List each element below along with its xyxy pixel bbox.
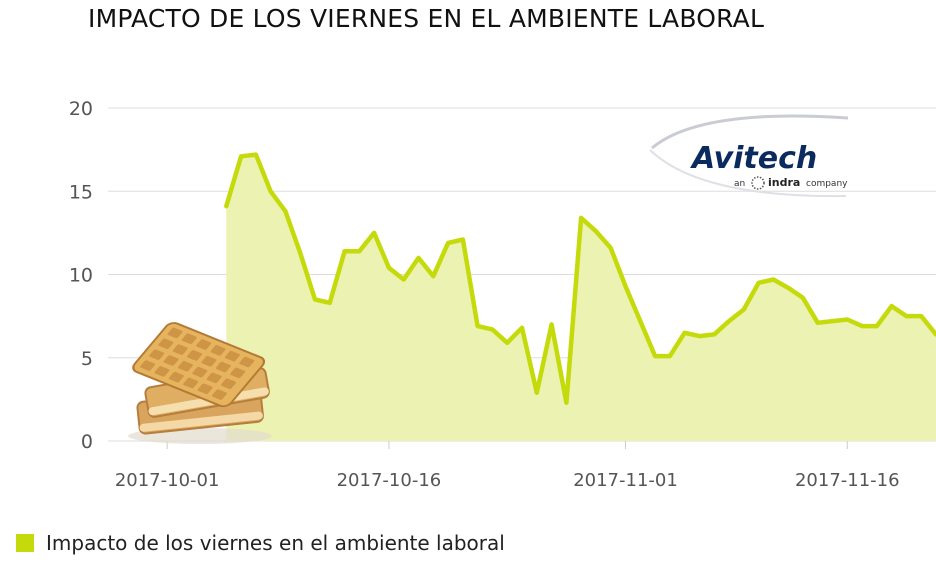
data-point-2017-11-19[interactable]	[887, 301, 897, 311]
legend[interactable]: Impacto de los viernes en el ambiente la…	[16, 531, 505, 555]
data-point-2017-11-03[interactable]	[650, 351, 660, 361]
legend-swatch	[16, 534, 34, 552]
data-point-2017-10-09[interactable]	[280, 206, 290, 216]
data-point-2017-10-12[interactable]	[325, 298, 335, 308]
logo-brand: indra	[768, 176, 800, 189]
data-point-2017-11-11[interactable]	[768, 274, 778, 284]
data-point-2017-10-21[interactable]	[458, 235, 468, 245]
data-point-2017-10-28[interactable]	[561, 398, 571, 408]
data-point-2017-11-07[interactable]	[709, 329, 719, 339]
data-point-2017-11-16[interactable]	[842, 314, 852, 324]
data-point-2017-10-07[interactable]	[251, 150, 261, 160]
data-point-2017-11-18[interactable]	[872, 321, 882, 331]
data-point-2017-11-05[interactable]	[680, 328, 690, 338]
data-point-2017-10-23[interactable]	[487, 324, 497, 334]
x-tick-label: 2017-10-16	[337, 470, 442, 491]
data-point-2017-11-10[interactable]	[754, 278, 764, 288]
data-point-2017-10-15[interactable]	[369, 228, 379, 238]
data-point-2017-10-19[interactable]	[428, 271, 438, 281]
data-point-2017-10-13[interactable]	[340, 246, 350, 256]
data-point-2017-10-18[interactable]	[414, 253, 424, 263]
data-point-2017-11-21[interactable]	[916, 311, 926, 321]
data-point-2017-11-06[interactable]	[694, 331, 704, 341]
waffles-illustration	[128, 322, 272, 444]
data-point-2017-10-27[interactable]	[547, 319, 557, 329]
y-tick-label: 10	[69, 265, 93, 287]
x-tick-label: 2017-11-01	[573, 470, 678, 491]
chart-title: IMPACTO DE LOS VIERNES EN EL AMBIENTE LA…	[88, 4, 765, 33]
data-point-2017-11-14[interactable]	[813, 318, 823, 328]
data-point-2017-11-01[interactable]	[621, 281, 631, 291]
data-point-2017-10-17[interactable]	[399, 274, 409, 284]
data-point-2017-10-30[interactable]	[591, 226, 601, 236]
data-point-2017-10-16[interactable]	[384, 263, 394, 273]
x-tick-label: 2017-11-16	[795, 470, 900, 491]
indra-mark-icon	[751, 176, 765, 190]
data-point-2017-10-31[interactable]	[606, 243, 616, 253]
data-point-2017-11-13[interactable]	[798, 293, 808, 303]
logo-name: Avitech	[690, 141, 817, 176]
x-tick-label: 2017-10-01	[115, 470, 220, 491]
x-axis: 2017-10-01 2017-10-16 2017-11-01 2017-11-16	[115, 441, 900, 491]
data-point-2017-11-02[interactable]	[635, 316, 645, 326]
data-point-2017-10-11[interactable]	[310, 294, 320, 304]
legend-label: Impacto de los viernes en el ambiente la…	[46, 531, 505, 555]
y-tick-label: 15	[69, 181, 93, 203]
data-point-2017-10-14[interactable]	[354, 246, 364, 256]
data-point-2017-10-08[interactable]	[266, 186, 276, 196]
data-point-2017-11-15[interactable]	[828, 316, 838, 326]
y-axis: 0 5 10 15 20	[69, 98, 93, 453]
logo-company: company	[806, 179, 848, 189]
data-point-2017-10-05[interactable]	[221, 201, 231, 211]
data-point-2017-11-20[interactable]	[901, 311, 911, 321]
data-point-2017-11-12[interactable]	[783, 283, 793, 293]
y-tick-label: 0	[81, 431, 93, 453]
y-tick-label: 20	[69, 98, 93, 120]
series-area-fill	[226, 154, 936, 441]
data-point-2017-11-08[interactable]	[724, 316, 734, 326]
data-point-2017-11-09[interactable]	[739, 304, 749, 314]
avitech-logo: Avitech an indra company	[649, 114, 848, 198]
data-point-2017-10-06[interactable]	[236, 151, 246, 161]
data-point-2017-11-04[interactable]	[665, 351, 675, 361]
y-tick-label: 5	[81, 348, 93, 370]
data-point-2017-10-20[interactable]	[443, 238, 453, 248]
logo-an: an	[734, 179, 745, 189]
data-point-2017-10-25[interactable]	[517, 323, 527, 333]
data-point-2017-10-26[interactable]	[532, 388, 542, 398]
data-point-2017-10-24[interactable]	[502, 338, 512, 348]
series-line	[224, 152, 936, 405]
data-point-2017-10-10[interactable]	[295, 248, 305, 258]
data-point-2017-10-29[interactable]	[576, 213, 586, 223]
data-point-2017-10-22[interactable]	[473, 321, 483, 331]
data-point-2017-11-17[interactable]	[857, 321, 867, 331]
